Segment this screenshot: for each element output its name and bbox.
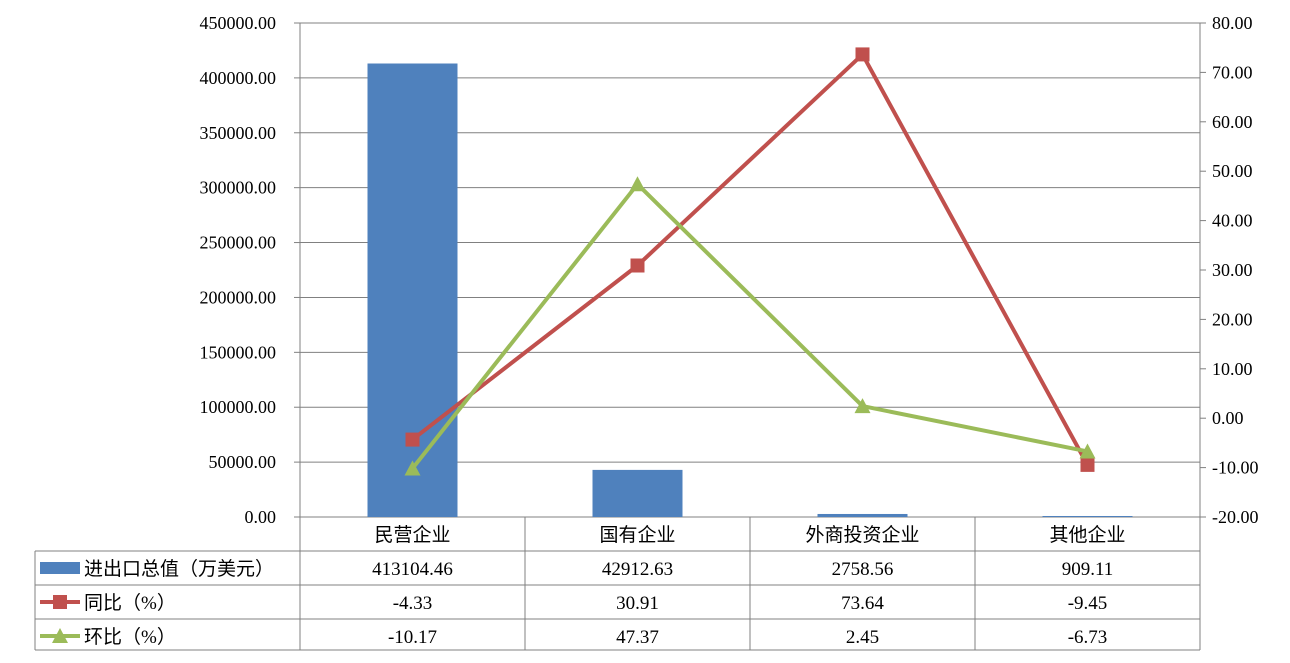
series-line	[410, 182, 1088, 470]
right-tick-label: 20.00	[1212, 309, 1253, 329]
left-tick-label: 400000.00	[200, 68, 277, 88]
right-tick-label: 0.00	[1212, 408, 1244, 428]
right-tick-label: -20.00	[1212, 507, 1259, 527]
left-tick-label: 450000.00	[200, 13, 277, 33]
point-marker	[405, 432, 420, 447]
category-label: 民营企业	[374, 524, 450, 546]
value-label: -10.17	[388, 627, 437, 648]
legend-key	[40, 562, 80, 574]
value-label: 2758.56	[832, 559, 894, 580]
left-tick-label: 300000.00	[200, 178, 277, 198]
point-marker	[855, 47, 870, 62]
bar	[592, 469, 683, 517]
value-label: 413104.46	[372, 559, 453, 580]
bar	[367, 63, 458, 517]
value-label: 42912.63	[602, 559, 673, 580]
point-marker	[404, 460, 421, 476]
legend-marker	[53, 595, 67, 609]
category-label: 外商投资企业	[805, 524, 919, 546]
value-label: -6.73	[1068, 627, 1108, 648]
right-tick-label: 60.00	[1212, 112, 1253, 132]
value-label: 2.45	[846, 627, 879, 648]
series-name: 环比（%）	[84, 626, 176, 648]
value-label: 47.37	[616, 627, 659, 648]
right-tick-label: 40.00	[1212, 211, 1253, 231]
point-marker	[1079, 443, 1096, 459]
legend-marker	[52, 628, 68, 643]
series-name: 同比（%）	[84, 592, 176, 614]
point-marker	[629, 176, 646, 192]
category-label: 国有企业	[599, 524, 675, 546]
value-label: -9.45	[1068, 593, 1108, 614]
value-label: 73.64	[841, 593, 884, 614]
value-label: 909.11	[1062, 559, 1114, 580]
value-label: 30.91	[616, 593, 659, 614]
right-tick-label: 10.00	[1212, 359, 1253, 379]
right-tick-label: 80.00	[1212, 13, 1253, 33]
left-tick-label: 250000.00	[200, 233, 277, 253]
value-label: -4.33	[393, 593, 433, 614]
point-marker	[854, 398, 871, 414]
bar	[1042, 516, 1133, 517]
left-tick-label: 100000.00	[200, 397, 277, 417]
left-tick-label: 150000.00	[200, 342, 277, 362]
right-tick-label: -10.00	[1212, 458, 1259, 478]
left-tick-label: 0.00	[245, 507, 277, 527]
right-tick-label: 30.00	[1212, 260, 1253, 280]
right-tick-label: 70.00	[1212, 62, 1253, 82]
left-axis-ticks: 0.00 50000.00 100000.00 150000.00 200000.00 2…	[200, 13, 277, 527]
series-name: 进出口总值（万美元）	[84, 558, 274, 580]
line-series	[404, 47, 1096, 476]
category-label: 其他企业	[1049, 524, 1125, 546]
left-tick-label: 200000.00	[200, 287, 277, 307]
point-marker	[1080, 457, 1095, 472]
left-tick-label: 350000.00	[200, 123, 277, 143]
bar	[817, 513, 908, 517]
bar-series	[367, 63, 1133, 517]
right-axis-ticks: -20.00 -10.00 0.00 10.00 20.00 30.00 40.00 50.0…	[1212, 13, 1259, 527]
left-tick-label: 50000.00	[209, 452, 277, 472]
right-tick-label: 50.00	[1212, 161, 1253, 181]
series-line	[411, 52, 1090, 466]
point-marker	[630, 258, 645, 273]
